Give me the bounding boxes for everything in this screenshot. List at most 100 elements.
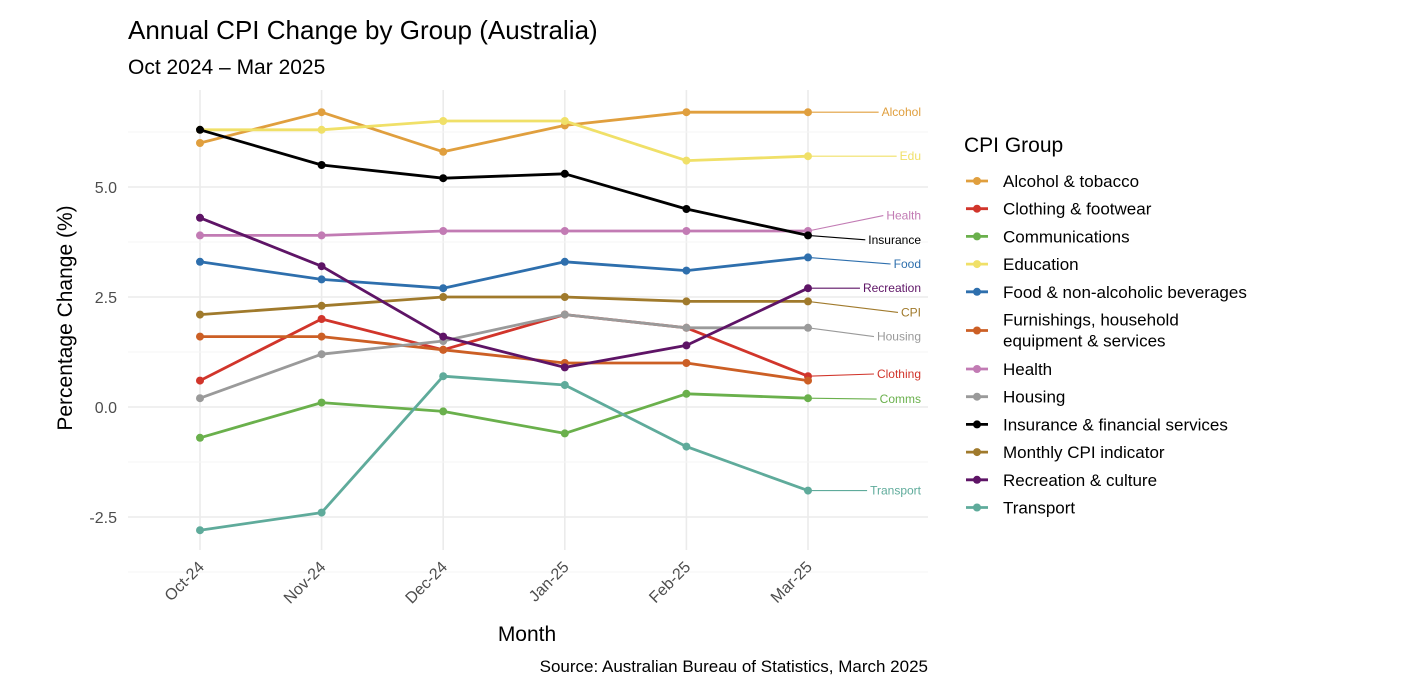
x-axis-ticks: Oct-24 Nov-24 Dec-24 Jan-25 Feb-25 Mar-25 — [162, 559, 816, 608]
data-point — [196, 125, 204, 134]
end-label-insurance: Insurance — [868, 233, 921, 247]
data-point — [196, 257, 204, 266]
chart-title: Annual CPI Change by Group (Australia) — [128, 15, 598, 45]
data-point — [560, 227, 569, 235]
legend-item-housing: Housing — [966, 388, 1065, 407]
legend-label: Communications — [1003, 227, 1130, 246]
data-point — [196, 213, 204, 222]
end-label-clothing: Clothing — [877, 367, 921, 381]
series-line — [200, 335, 809, 382]
y-tick-label: -2.5 — [89, 510, 117, 527]
data-point — [560, 310, 569, 319]
legend-key-point — [973, 420, 981, 429]
legend-key-point — [973, 475, 981, 484]
data-point — [682, 323, 691, 332]
end-label-leader — [807, 397, 877, 400]
chart-caption: Source: Australian Bureau of Statistics,… — [540, 657, 928, 676]
data-point — [682, 266, 691, 275]
end-label-leader — [807, 256, 891, 265]
legend-key-point — [973, 287, 981, 296]
data-point — [560, 429, 569, 438]
data-point — [439, 332, 448, 341]
legend-key-point — [973, 260, 981, 269]
series-line — [199, 216, 809, 369]
data-point — [196, 394, 204, 403]
data-point — [560, 169, 569, 178]
data-point — [439, 372, 448, 381]
data-point — [560, 257, 569, 266]
legend-key-point — [973, 392, 981, 401]
data-point — [196, 332, 204, 341]
legend-label: Alcohol & tobacco — [1003, 172, 1139, 191]
series-line — [199, 392, 809, 440]
grid — [128, 90, 928, 573]
data-point — [439, 147, 448, 156]
series-education — [196, 117, 812, 165]
end-label-leader — [807, 373, 874, 377]
legend-label: Clothing & footwear — [1003, 200, 1152, 219]
end-label-health: Health — [886, 209, 921, 223]
legend-label: Food & non-alcoholic beverages — [1003, 283, 1247, 302]
data-point — [196, 376, 204, 385]
end-labels: Alcohol Edu Health Insurance Food Recreation C… — [807, 105, 922, 498]
y-axis-title: Percentage Change (%) — [54, 205, 77, 430]
data-point — [317, 108, 326, 117]
data-point — [317, 275, 326, 284]
end-label-leader — [807, 215, 884, 232]
data-point — [439, 284, 448, 293]
x-tick-label: Jan-25 — [526, 559, 573, 606]
end-label-cpi: CPI — [901, 305, 921, 319]
data-point — [317, 315, 326, 323]
data-point — [682, 389, 691, 398]
legend-item-communications: Communications — [966, 227, 1130, 246]
data-point — [560, 293, 569, 301]
x-tick-label: Dec-24 — [403, 559, 452, 608]
x-tick-label: Feb-25 — [646, 559, 694, 607]
data-point — [682, 227, 691, 235]
legend-key-point — [973, 177, 981, 185]
x-tick-label: Mar-25 — [768, 559, 816, 607]
series-line — [200, 229, 808, 237]
end-label-transport: Transport — [870, 484, 922, 498]
legend-label: Education — [1003, 255, 1079, 274]
legend-label: Insurance & financial services — [1003, 415, 1228, 434]
data-point — [682, 108, 691, 117]
data-point — [682, 297, 691, 306]
legend-label: Health — [1003, 360, 1052, 379]
data-point — [439, 117, 448, 125]
series-clothing-footwear — [196, 310, 812, 385]
legend-title: CPI Group — [964, 134, 1063, 157]
data-point — [439, 345, 448, 354]
series-health — [196, 227, 812, 240]
data-point — [317, 161, 326, 169]
series-line — [200, 119, 809, 163]
legend-item-alcohol-tobacco: Alcohol & tobacco — [966, 172, 1139, 191]
data-point — [439, 293, 448, 301]
data-point — [196, 433, 204, 442]
data-point — [439, 174, 448, 183]
legend-key-point — [973, 326, 981, 335]
data-point — [317, 301, 326, 310]
legend-item-food-non-alcoholic-beverages: Food & non-alcoholic beverages — [966, 283, 1247, 302]
data-point — [317, 398, 326, 407]
x-tick-label: Nov-24 — [281, 559, 330, 608]
data-point — [682, 341, 691, 350]
y-tick-label: 2.5 — [95, 290, 117, 307]
legend-label: Transport — [1003, 499, 1075, 518]
data-point — [682, 205, 691, 213]
legend-key-point — [973, 503, 981, 512]
series-line — [199, 374, 809, 532]
legend-item-health: Health — [966, 360, 1052, 379]
legend-key-point — [973, 204, 981, 213]
legend-item-transport: Transport — [966, 499, 1075, 518]
legend-key-point — [973, 232, 981, 241]
legend-item-monthly-cpi-indicator: Monthly CPI indicator — [966, 443, 1165, 462]
data-point — [317, 262, 326, 271]
y-tick-label: 5.0 — [95, 180, 117, 197]
data-point — [560, 363, 569, 372]
end-label-food: Food — [894, 257, 921, 271]
legend-item-clothing-footwear: Clothing & footwear — [966, 200, 1152, 219]
legend: CPI Group Alcohol & tobacco Clothing & fo… — [964, 134, 1247, 518]
data-point — [560, 117, 569, 125]
data-point — [196, 526, 204, 535]
